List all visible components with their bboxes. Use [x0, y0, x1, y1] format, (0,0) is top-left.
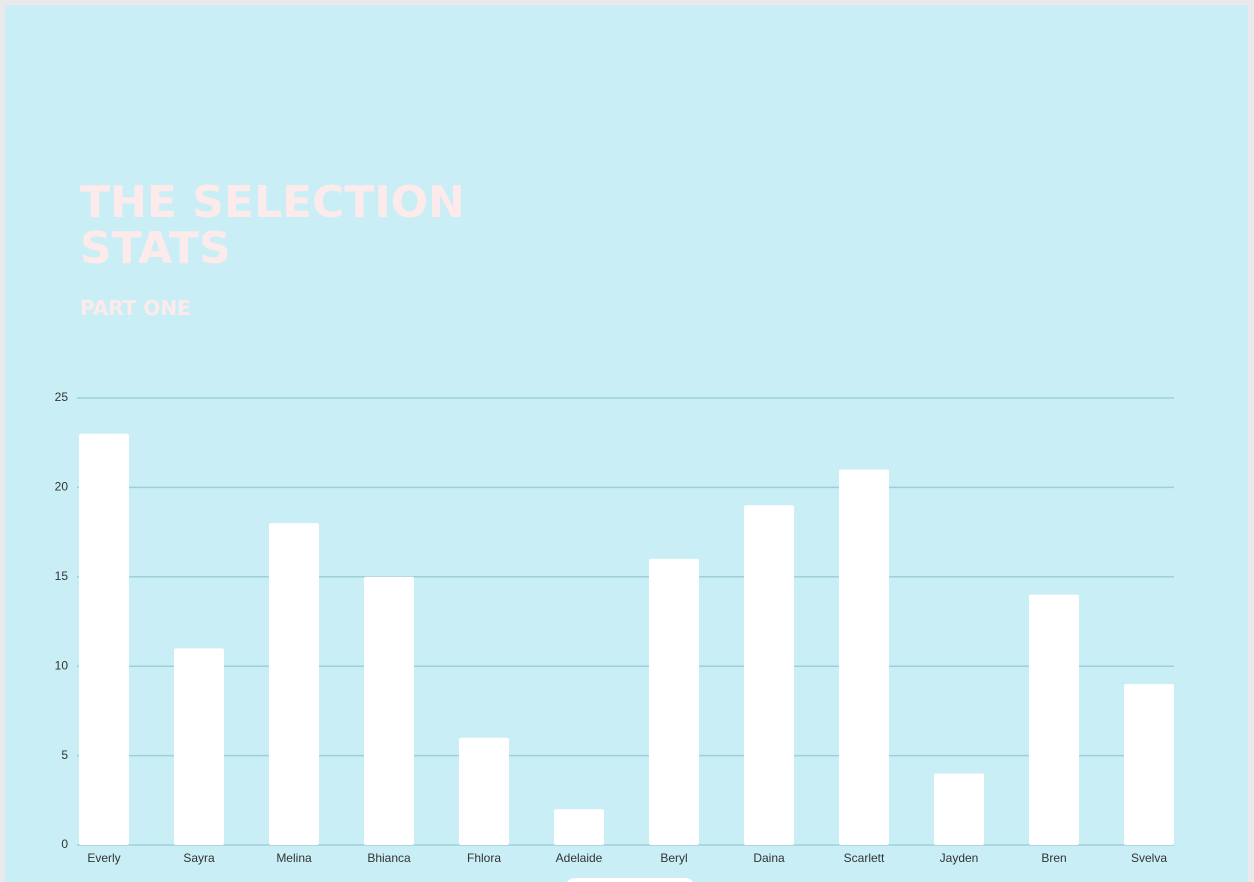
y-tick-label: 0 [61, 837, 68, 851]
x-tick-label: Daina [753, 851, 785, 865]
bar [459, 737, 509, 845]
bar [364, 576, 414, 845]
x-tick-label: Jayden [940, 851, 979, 865]
bar [79, 433, 129, 845]
x-tick-label: Melina [276, 851, 312, 865]
bar [1124, 684, 1174, 845]
y-tick-label: 10 [55, 658, 69, 672]
y-tick-label: 5 [61, 748, 68, 762]
bar [649, 558, 699, 845]
x-tick-label: Svelva [1131, 851, 1167, 865]
bar [269, 523, 319, 845]
bar [744, 505, 794, 845]
bar [1029, 594, 1079, 845]
x-tick-label: Bhianca [367, 851, 411, 865]
x-tick-label: Sayra [183, 851, 215, 865]
bar [839, 469, 889, 845]
y-tick-label: 25 [55, 390, 69, 404]
bar [174, 648, 224, 845]
bar [554, 809, 604, 845]
x-tick-label: Fhlora [467, 851, 501, 865]
chart-subtitle: PART ONE [80, 296, 191, 320]
x-tick-label: Everly [87, 851, 120, 865]
y-tick-label: 20 [55, 480, 69, 494]
x-tick-label: Scarlett [844, 851, 885, 865]
chart-title: THE SELECTION STATS [80, 177, 465, 274]
decoration [567, 878, 693, 882]
x-tick-label: Beryl [660, 851, 687, 865]
y-tick-label: 15 [55, 569, 69, 583]
x-tick-label: Bren [1041, 851, 1066, 865]
bar [934, 773, 984, 845]
x-tick-label: Adelaide [556, 851, 603, 865]
